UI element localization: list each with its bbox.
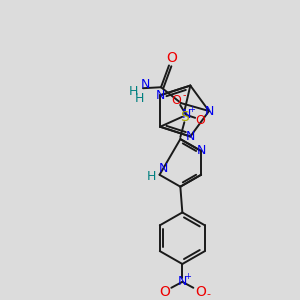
Text: N: N (155, 89, 165, 102)
Text: O: O (159, 285, 170, 299)
Text: +: + (188, 105, 195, 114)
Text: N: N (178, 275, 187, 288)
Text: -: - (182, 90, 186, 100)
Text: N: N (182, 108, 191, 122)
Text: H: H (147, 170, 156, 183)
Text: N: N (204, 104, 214, 118)
Text: O: O (195, 285, 206, 299)
Text: +: + (184, 272, 191, 281)
Text: S: S (180, 110, 189, 124)
Text: N: N (186, 130, 195, 143)
Text: H: H (128, 85, 138, 98)
Text: O: O (167, 52, 177, 65)
Text: O: O (195, 114, 205, 127)
Text: H: H (134, 92, 144, 105)
Text: N: N (159, 162, 168, 175)
Text: -: - (206, 289, 210, 299)
Text: O: O (171, 94, 181, 107)
Text: N: N (140, 78, 150, 91)
Text: N: N (196, 145, 206, 158)
